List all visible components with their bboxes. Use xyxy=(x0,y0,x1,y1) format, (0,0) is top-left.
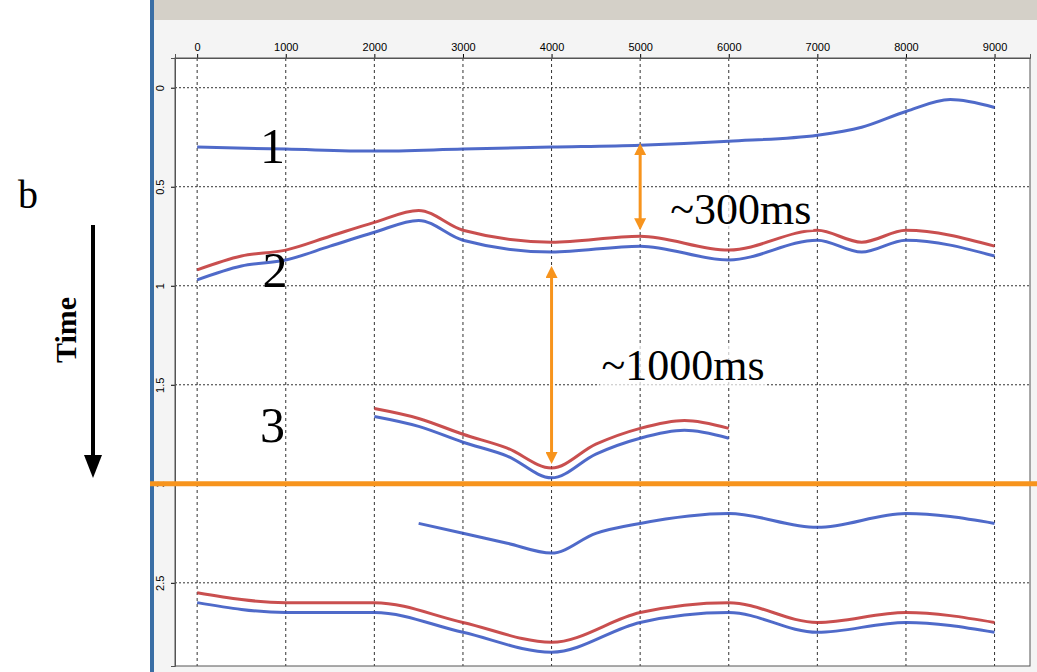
annotation-arrow xyxy=(639,149,642,224)
y-tick: 1 xyxy=(154,283,175,289)
y-tick-label: 1 xyxy=(154,283,166,289)
y-tick-label: 2.5 xyxy=(154,576,166,591)
y-tick-label: 0 xyxy=(154,85,166,91)
x-tick: 7000 xyxy=(806,41,830,58)
x-tick: 9000 xyxy=(983,41,1007,58)
x-tick-label: 5000 xyxy=(628,41,652,53)
x-tick: 1000 xyxy=(274,41,298,58)
x-tick-mark xyxy=(906,54,907,58)
annotation-label: ~300ms xyxy=(670,185,811,234)
grid-line-x xyxy=(905,58,906,666)
window-border xyxy=(150,0,154,672)
grid-line-x xyxy=(994,58,995,666)
panel-label: b xyxy=(18,172,38,217)
zone-label: 1 xyxy=(260,118,285,174)
x-tick: 3000 xyxy=(451,41,475,58)
x-tick: 8000 xyxy=(894,41,918,58)
x-tick-label: 3000 xyxy=(451,41,475,53)
x-tick-mark xyxy=(197,54,198,58)
grid-line-x xyxy=(197,58,198,666)
x-tick-label: 7000 xyxy=(806,41,830,53)
y-tick: 1.5 xyxy=(154,378,175,393)
marker-line xyxy=(150,481,1037,486)
reflector-line xyxy=(197,593,994,643)
window-body xyxy=(154,20,1037,672)
y-tick-label: 1.5 xyxy=(154,378,166,393)
y-tick-mark xyxy=(171,286,175,287)
reflector-line xyxy=(197,220,994,279)
annotation-label: ~1000ms xyxy=(602,341,765,390)
x-tick-mark xyxy=(374,54,375,58)
y-tick-mark xyxy=(171,385,175,386)
plot-background xyxy=(175,58,1030,666)
x-tick: 4000 xyxy=(540,41,564,58)
grid-line-x xyxy=(551,58,552,666)
y-tick-mark xyxy=(171,187,175,188)
x-tick-mark xyxy=(552,54,553,58)
plot-frame xyxy=(175,58,1030,666)
annotations: ~300ms ~1000ms xyxy=(552,149,814,458)
x-tick: 2000 xyxy=(363,41,387,58)
x-tick-label: 6000 xyxy=(717,41,741,53)
x-tick: 5000 xyxy=(628,41,652,58)
zone-label: 3 xyxy=(260,397,285,453)
x-tick-mark xyxy=(640,54,641,58)
x-tick-mark xyxy=(286,54,287,58)
x-tick-label: 9000 xyxy=(983,41,1007,53)
x-tick-label: 8000 xyxy=(894,41,918,53)
annotation-arrow xyxy=(550,272,553,458)
grid-line-y xyxy=(175,186,1030,187)
y-tick: 0.5 xyxy=(154,180,175,195)
x-tick: 6000 xyxy=(717,41,741,58)
time-arrow-head xyxy=(84,455,102,478)
x-tick-label: 2000 xyxy=(363,41,387,53)
grid-line-y xyxy=(175,582,1030,583)
grid-line-y xyxy=(175,285,1030,286)
x-tick-label: 0 xyxy=(195,41,201,53)
toolbar xyxy=(150,0,1037,20)
y-axis-title: Time xyxy=(49,297,82,363)
grid-line-y xyxy=(175,87,1030,88)
x-tick: 0 xyxy=(195,41,201,58)
y-axis: 00.511.522.5 xyxy=(154,59,176,667)
grid-line-x xyxy=(374,58,375,666)
x-tick-mark xyxy=(729,54,730,58)
zone-label: 2 xyxy=(263,242,288,298)
reflector-line xyxy=(197,210,994,269)
y-tick-mark xyxy=(171,583,175,584)
x-tick-mark xyxy=(463,54,464,58)
y-tick: 2.5 xyxy=(154,576,175,591)
y-tick-mark xyxy=(171,88,175,89)
x-tick-label: 4000 xyxy=(540,41,564,53)
chart: 0 1000 2000 3000 4000 5000 6000 7000 8000 9000 0 0.… xyxy=(0,0,1037,672)
x-tick-mark xyxy=(995,54,996,58)
grid xyxy=(175,58,1030,666)
x-tick-mark xyxy=(817,54,818,58)
grid-line-x xyxy=(817,58,818,666)
y-tick: 0 xyxy=(154,85,175,91)
x-axis: 0 1000 2000 3000 4000 5000 6000 7000 8000 9000 xyxy=(176,41,1031,59)
y-tick-label: 0.5 xyxy=(154,180,166,195)
zone-labels: 1 2 3 xyxy=(260,118,288,453)
reflector-line xyxy=(197,100,994,151)
reflectors xyxy=(197,100,994,653)
reflector-line xyxy=(419,514,995,554)
time-arrow-shaft xyxy=(91,225,95,458)
reflector-line xyxy=(197,603,994,653)
x-tick-label: 1000 xyxy=(274,41,298,53)
